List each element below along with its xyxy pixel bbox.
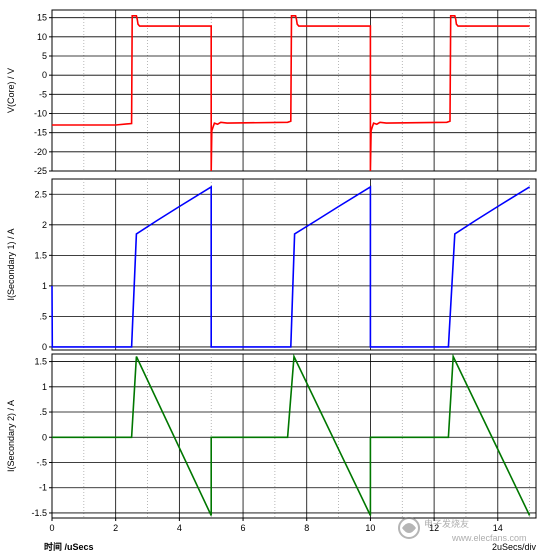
panel-i-secondary-2-grid (52, 354, 536, 518)
i-secondary-1-ytick-label: 0 (42, 342, 47, 352)
x-tick-label: 14 (493, 523, 503, 533)
v-core-ytick-label: -15 (34, 128, 47, 138)
i-secondary-2-axis-label: I(Secondary 2) / A (6, 400, 16, 472)
watermark-text: 电子发烧友 (424, 518, 469, 529)
panel-i-secondary-2-frame (51, 353, 537, 519)
v-core-ytick-label: -25 (34, 166, 47, 176)
v-core-ytick-label: -5 (39, 89, 47, 99)
x-tick-label: 4 (177, 523, 182, 533)
x-tick-label: 8 (304, 523, 309, 533)
v-core-ytick-label: 15 (37, 13, 47, 23)
watermark-url: www.elecfans.com (451, 533, 527, 543)
i-secondary-1-ytick-label: 1 (42, 281, 47, 291)
i-secondary-1-ytick-label: 1.5 (34, 250, 47, 260)
panel-i-secondary-2: 1.51.50-.5-1-1.5 0 2 4 6 8 10 12 14 I(Secondary… (6, 353, 537, 533)
i-secondary-1-ytick-label: 2.5 (34, 189, 47, 199)
v-core-ytick-label: 0 (42, 70, 47, 80)
panel-v-core-frame (51, 9, 537, 172)
i-secondary-2-trace (52, 353, 531, 516)
panel-v-core-yticks: 15 10 5 0 -5 -10 -15 -20 -25 (34, 13, 52, 176)
v-core-ytick-label: -20 (34, 147, 47, 157)
v-core-trace (52, 15, 530, 172)
i-secondary-2-ytick-label: 0 (42, 432, 47, 442)
watermark-logo-icon (398, 517, 420, 539)
i-secondary-1-ytick-label: 2 (42, 220, 47, 230)
v-core-ytick-label: -10 (34, 109, 47, 119)
x-tick-label: 0 (49, 523, 54, 533)
i-secondary-2-ytick-label: -1.5 (31, 508, 47, 518)
i-secondary-2-ytick-label: .5 (39, 407, 47, 417)
x-axis-label: 时间 /uSecs (44, 541, 94, 552)
panel-i-secondary-1: 2.521.51.50 I(Secondary 1) / A (6, 178, 537, 352)
i-secondary-2-ytick-label: -.5 (36, 457, 47, 467)
panel-v-core: 15 10 5 0 -5 -10 -15 -20 -25 V(Core) / V (6, 9, 537, 176)
panel-i-secondary-2-yticks: 1.51.50-.5-1-1.5 (31, 357, 52, 518)
i-secondary-1-trace (51, 185, 531, 348)
watermark: 电子发烧友 www.elecfans.com (398, 517, 527, 543)
v-core-ytick-label: 5 (42, 51, 47, 61)
x-tick-label: 12 (429, 523, 439, 533)
panel-i-secondary-1-yticks: 2.521.51.50 (34, 189, 52, 352)
x-tick-label: 10 (365, 523, 375, 533)
v-core-ytick-label: 10 (37, 32, 47, 42)
x-tick-label: 6 (241, 523, 246, 533)
i-secondary-1-axis-label: I(Secondary 1) / A (6, 228, 16, 300)
i-secondary-1-ytick-label: .5 (39, 311, 47, 321)
x-tick-label: 2 (113, 523, 118, 533)
time-per-division-label: 2uSecs/div (492, 542, 537, 552)
v-core-axis-label: V(Core) / V (6, 68, 16, 113)
i-secondary-2-ytick-label: 1 (42, 382, 47, 392)
panel-i-secondary-1-grid (52, 179, 536, 350)
i-secondary-2-ytick-label: 1.5 (34, 357, 47, 367)
panel-i-secondary-2-xticks: 0 2 4 6 8 10 12 14 (49, 518, 503, 533)
i-secondary-2-ytick-label: -1 (39, 483, 47, 493)
